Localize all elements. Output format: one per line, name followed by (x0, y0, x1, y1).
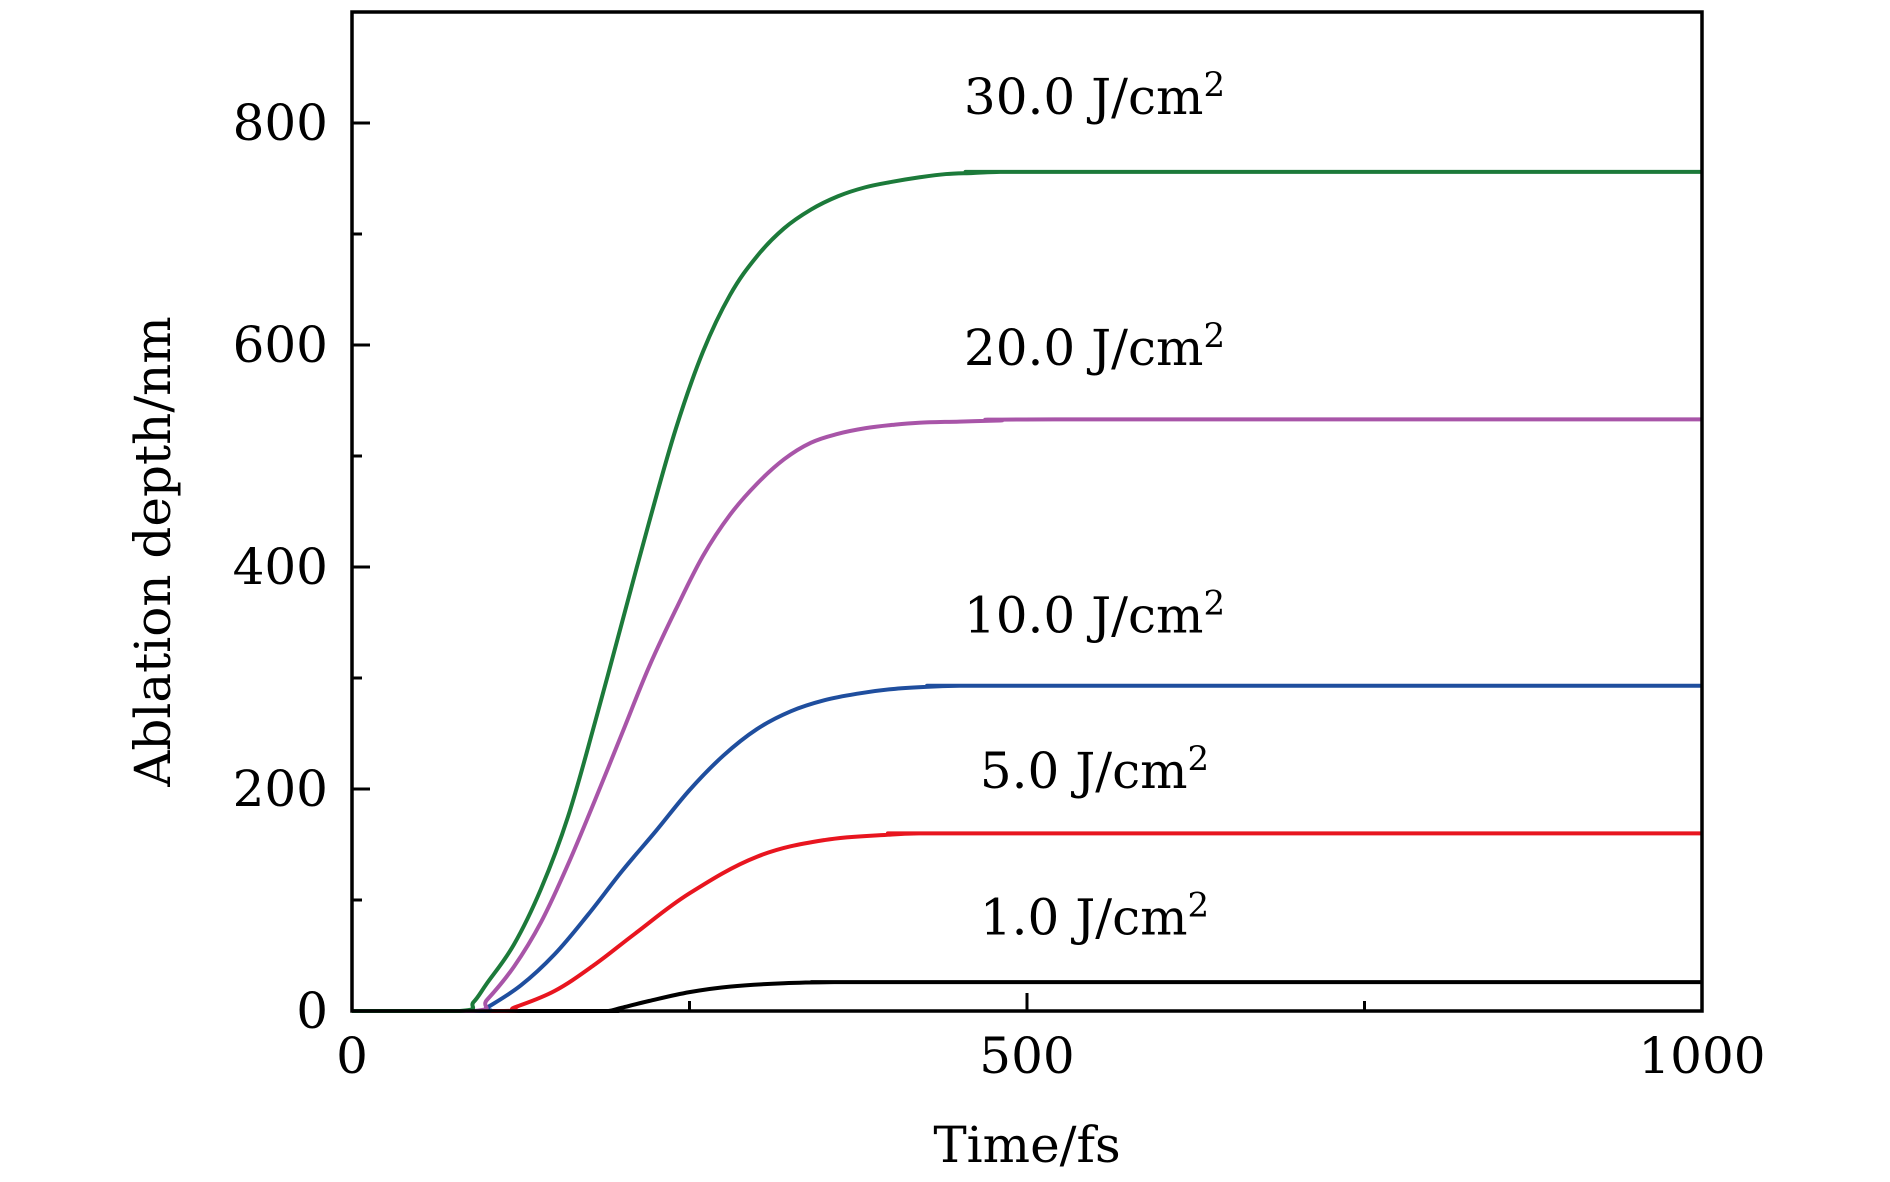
series-label-superscript: 2 (1203, 583, 1225, 623)
series-label-superscript: 2 (1188, 739, 1210, 779)
series-label-0: 1.0 J/cm2 (980, 885, 1209, 946)
x-tick-label: 1000 (1638, 1027, 1765, 1085)
series-line-1 (351, 831, 1702, 1014)
series-label-text: 20.0 J/cm (964, 319, 1204, 377)
y-tick-label: 800 (233, 94, 328, 152)
series-label-text: 30.0 J/cm (964, 68, 1204, 126)
y-axis-label: Ablation depth/nm (124, 316, 182, 788)
series-layer (351, 169, 1702, 1014)
series-label-text: 10.0 J/cm (964, 586, 1204, 644)
series-label-superscript: 2 (1188, 885, 1210, 925)
series-label-1: 5.0 J/cm2 (980, 739, 1209, 800)
series-label-superscript: 2 (1203, 65, 1225, 105)
y-tick-label: 400 (233, 538, 328, 596)
labels-layer: 0 500 1000 0 200 400 600 800 Time/fs Ablation dep… (124, 65, 1766, 1174)
x-tick-label: 0 (336, 1027, 368, 1085)
series-line-3 (351, 417, 1702, 1014)
y-tick-label: 0 (296, 982, 328, 1040)
x-tick-label: 500 (979, 1027, 1074, 1085)
series-label-superscript: 2 (1203, 316, 1225, 356)
y-tick-label: 200 (233, 760, 328, 818)
plot-frame (350, 10, 1704, 1013)
x-axis-label: Time/fs (933, 1116, 1120, 1174)
series-label-text: 5.0 J/cm (980, 742, 1188, 800)
axes-layer (350, 10, 1704, 1013)
series-line-2 (351, 683, 1702, 1014)
series-label-2: 10.0 J/cm2 (964, 583, 1225, 644)
series-label-text: 1.0 J/cm (980, 888, 1188, 946)
y-tick-label: 600 (233, 316, 328, 374)
series-line-4 (351, 169, 1702, 1013)
series-label-3: 20.0 J/cm2 (964, 316, 1225, 377)
series-label-4: 30.0 J/cm2 (964, 65, 1225, 126)
